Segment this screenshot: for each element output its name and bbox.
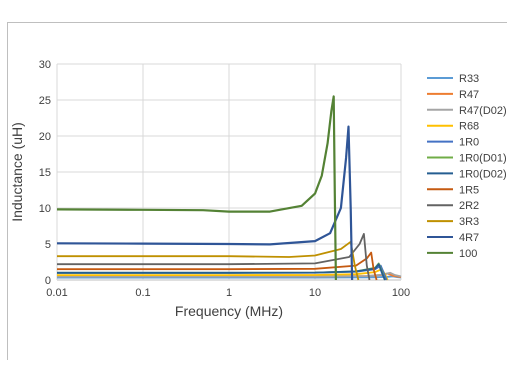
legend: R33 R47 R47(D02) R68 1R0 1R0(D01) 1R0(D02) 1R5 2… [427, 73, 507, 260]
legend-label-1r0: 1R0 [459, 137, 479, 149]
y-tick-labels: 0 5 10 15 20 25 30 [39, 59, 51, 287]
y-tick-label: 15 [39, 167, 51, 179]
x-tick-label: 0.1 [135, 287, 150, 299]
chart-frame [7, 22, 507, 360]
legend-label-r47-d02-: R47(D02) [459, 105, 507, 117]
y-tick-label: 20 [39, 131, 51, 143]
legend-label-r47: R47 [459, 89, 479, 101]
series-line-1r5 [57, 251, 378, 281]
series-line-4r7 [56, 125, 354, 281]
x-tick-labels: 0.01 0.1 1 10 100 [46, 287, 410, 299]
y-tick-label: 5 [45, 239, 51, 251]
legend-label-2r2: 2R2 [459, 200, 479, 212]
series-line-3r3 [57, 240, 360, 281]
legend-label-r33: R33 [459, 73, 479, 85]
legend-label-4r7: 4R7 [459, 232, 479, 244]
y-tick-label: 25 [39, 95, 51, 107]
legend-label-r68: R68 [459, 121, 479, 133]
legend-label-1r0-d02-: 1R0(D02) [459, 168, 507, 180]
x-tick-label: 10 [309, 287, 321, 299]
series-line-2r2 [57, 232, 371, 281]
series-line-1r0-d02- [57, 263, 386, 281]
y-tick-label: 30 [39, 59, 51, 71]
y-axis-title: Inductance (uH) [9, 122, 25, 222]
series-line-100 [56, 95, 337, 281]
legend-label-3r3: 3R3 [459, 216, 479, 228]
y-tick-label: 10 [39, 203, 51, 215]
x-tick-label: 0.01 [46, 287, 67, 299]
x-axis-title: Frequency (MHz) [175, 303, 283, 319]
legend-label-1r5: 1R5 [459, 184, 479, 196]
y-tick-label: 0 [45, 275, 51, 287]
legend-label-100: 100 [459, 248, 477, 260]
x-tick-label: 100 [392, 287, 410, 299]
series-layer [56, 95, 402, 281]
x-tick-label: 1 [226, 287, 232, 299]
series-line-r47-d02- [57, 271, 402, 278]
legend-label-1r0-d01-: 1R0(D01) [459, 153, 507, 165]
